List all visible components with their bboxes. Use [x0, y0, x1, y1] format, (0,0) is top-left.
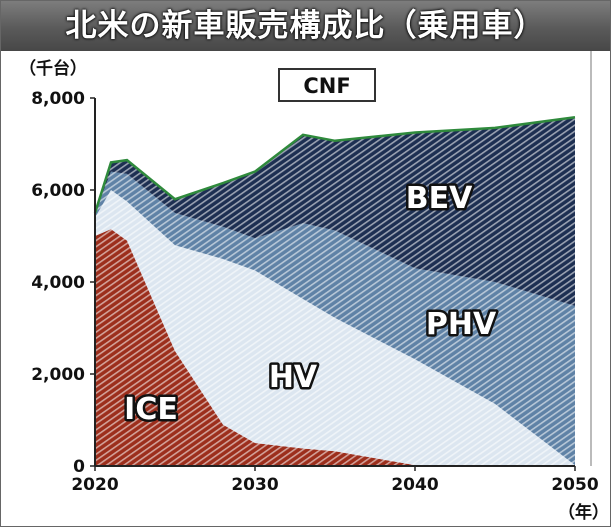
series-label-phv: PHV	[426, 307, 497, 342]
series-labels: ICE HV PHV BEV	[122, 179, 500, 430]
hatch-phv	[95, 171, 575, 466]
hatch-bev	[95, 117, 575, 306]
hatch-overlay	[95, 117, 575, 466]
scenario-badge: CNF	[278, 68, 376, 102]
total-top-edge	[93, 116, 576, 214]
x-tick-label: 2050	[551, 475, 598, 495]
y-tick-label: 2,000	[31, 365, 85, 385]
x-tick-label: 2040	[391, 475, 438, 495]
y-tick-label: 0	[73, 457, 85, 477]
x-tick-label: 2030	[231, 475, 278, 495]
series-label-ice: ICE	[124, 392, 178, 427]
y-tick-label: 8,000	[31, 89, 85, 109]
hatch-hv	[95, 190, 575, 466]
y-tick-label: 4,000	[31, 273, 85, 293]
y-unit-label: （千台）	[19, 58, 87, 79]
x-unit-label: （年）	[558, 502, 609, 523]
hatch-ice	[95, 229, 575, 466]
series-label-bev: BEV	[406, 181, 473, 216]
y-tick-label: 6,000	[31, 181, 85, 201]
series-label-hv: HV	[269, 360, 318, 395]
chart-title: 北米の新車販売構成比（乗用車）	[1, 1, 610, 51]
x-tick-labels: 2020 2030 2040 2050	[71, 466, 599, 495]
scenario-label: CNF	[303, 74, 350, 98]
y-tick-labels: 0 2,000 4,000 6,000 8,000	[31, 89, 95, 477]
x-tick-label: 2020	[71, 475, 118, 495]
